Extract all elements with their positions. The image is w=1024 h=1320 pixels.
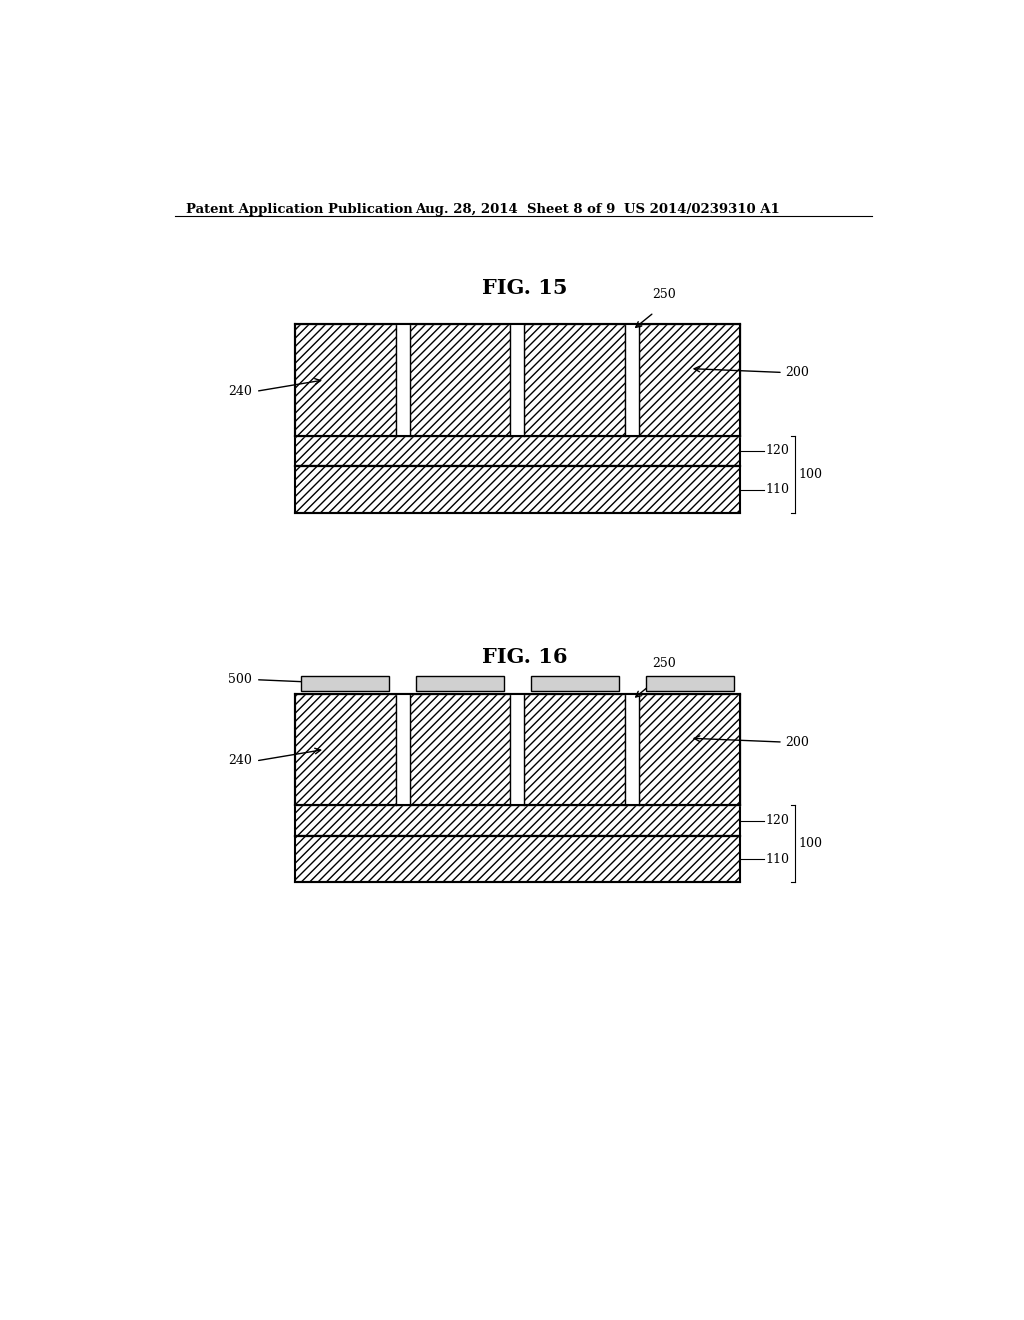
Bar bbox=[295, 323, 395, 436]
Text: 120: 120 bbox=[765, 445, 788, 458]
Text: 250: 250 bbox=[651, 288, 676, 301]
Text: 240: 240 bbox=[228, 385, 252, 397]
Text: FIG. 15: FIG. 15 bbox=[482, 277, 567, 298]
Bar bbox=[645, 676, 734, 692]
Bar bbox=[510, 693, 524, 805]
Bar bbox=[410, 693, 510, 805]
Bar bbox=[524, 693, 626, 805]
Text: 120: 120 bbox=[765, 814, 788, 828]
Text: 110: 110 bbox=[765, 853, 790, 866]
Text: Patent Application Publication: Patent Application Publication bbox=[186, 203, 413, 216]
Bar bbox=[510, 323, 524, 436]
Bar bbox=[295, 466, 740, 512]
Bar bbox=[301, 676, 389, 692]
Bar bbox=[416, 676, 504, 692]
Bar bbox=[295, 693, 740, 805]
Bar bbox=[410, 323, 510, 436]
Bar bbox=[295, 836, 740, 882]
Bar bbox=[295, 436, 740, 466]
Bar bbox=[295, 805, 740, 836]
Text: US 2014/0239310 A1: US 2014/0239310 A1 bbox=[624, 203, 779, 216]
Bar bbox=[626, 693, 639, 805]
Text: Aug. 28, 2014  Sheet 8 of 9: Aug. 28, 2014 Sheet 8 of 9 bbox=[415, 203, 615, 216]
Bar bbox=[639, 693, 740, 805]
Bar bbox=[295, 693, 395, 805]
Bar bbox=[395, 323, 410, 436]
Text: 250: 250 bbox=[651, 657, 676, 671]
Bar bbox=[639, 323, 740, 436]
Text: 110: 110 bbox=[765, 483, 790, 496]
Bar bbox=[524, 323, 626, 436]
Text: 100: 100 bbox=[799, 467, 822, 480]
Bar bbox=[295, 323, 740, 436]
Bar bbox=[626, 323, 639, 436]
Text: FIG. 16: FIG. 16 bbox=[482, 647, 567, 668]
Text: 200: 200 bbox=[785, 735, 809, 748]
Bar bbox=[530, 676, 620, 692]
Text: 500: 500 bbox=[228, 673, 252, 686]
Text: 100: 100 bbox=[799, 837, 822, 850]
Text: 240: 240 bbox=[228, 755, 252, 767]
Bar bbox=[395, 693, 410, 805]
Text: 200: 200 bbox=[785, 366, 809, 379]
